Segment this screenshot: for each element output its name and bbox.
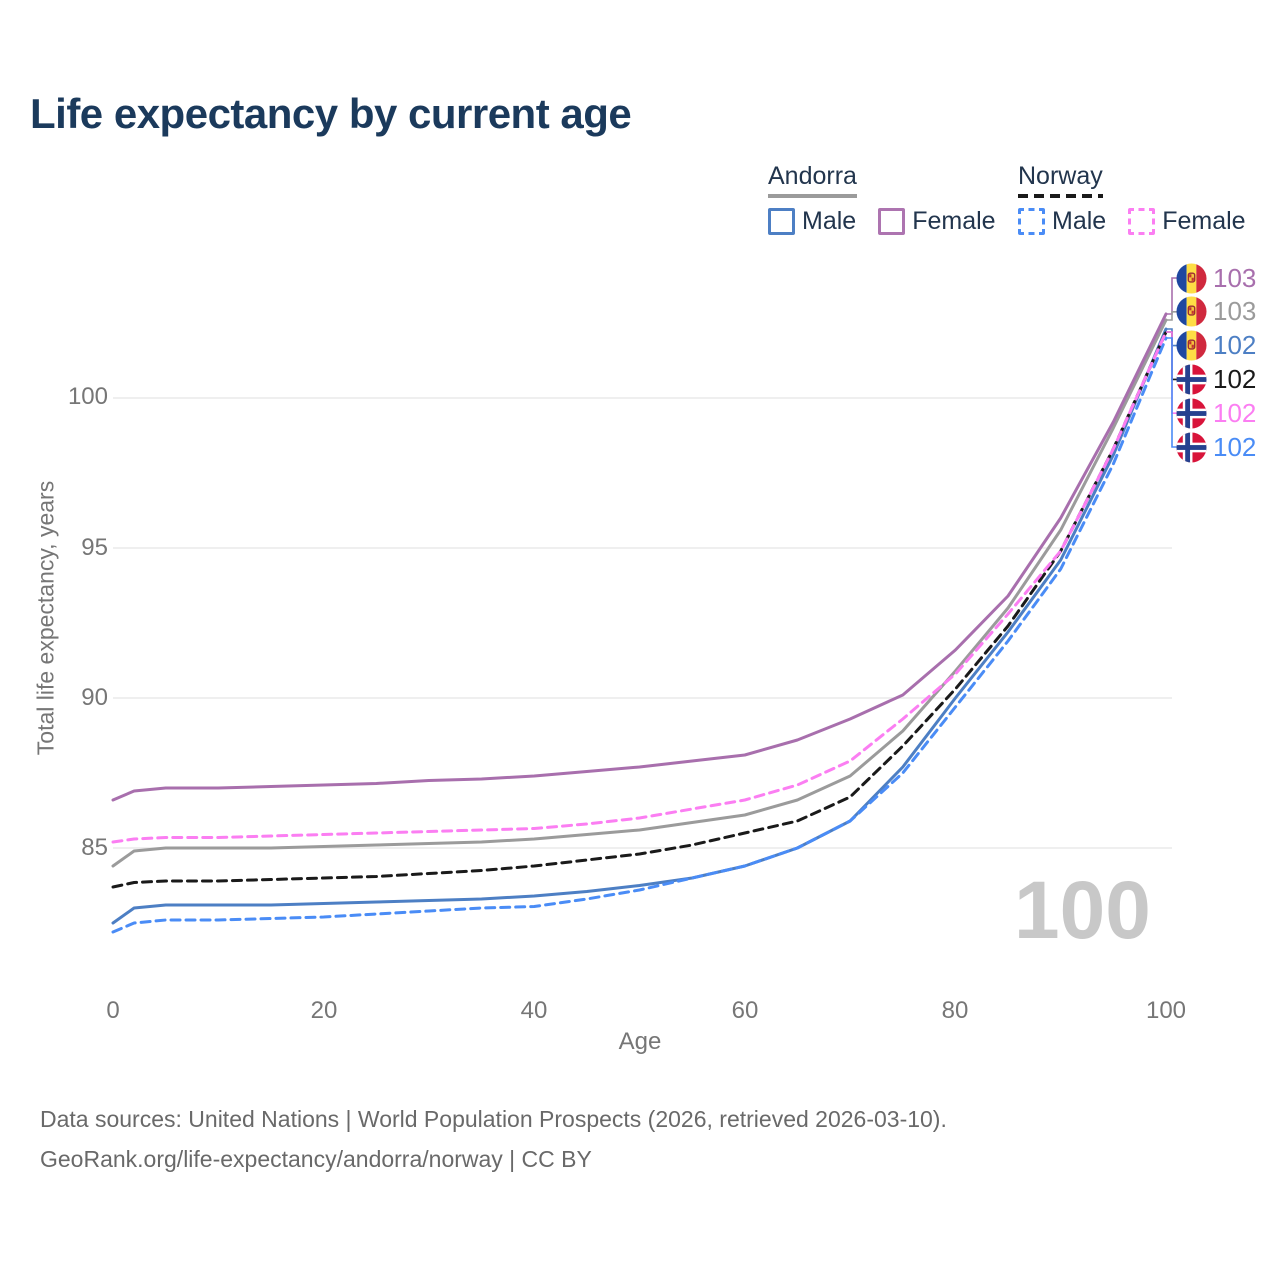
- y-tick: 90: [81, 684, 108, 711]
- legend-item-andorra-male[interactable]: Male: [768, 207, 856, 236]
- end-label-norway-male[interactable]: 102: [1176, 430, 1256, 464]
- end-label-andorra-female[interactable]: 103: [1176, 261, 1256, 295]
- y-tick: 85: [81, 834, 108, 861]
- legend-item-label: Male: [1052, 207, 1107, 235]
- end-value: 103: [1213, 262, 1257, 293]
- norway-flag-icon: [1176, 432, 1207, 463]
- norway-flag-icon: [1176, 364, 1207, 395]
- andorra-flag-icon: [1176, 296, 1207, 327]
- end-label-andorra-total[interactable]: 103: [1176, 295, 1256, 329]
- legend-country-andorra[interactable]: Andorra: [768, 162, 857, 198]
- legend-item-label: Male: [802, 207, 857, 235]
- x-tick: 0: [106, 997, 120, 1024]
- legend-group-andorra: Andorra Male Female: [768, 162, 1018, 236]
- end-label-norway-total[interactable]: 102: [1176, 362, 1256, 396]
- x-tick: 60: [731, 997, 759, 1024]
- norway-male-swatch: [1018, 208, 1045, 235]
- norway-flag-icon: [1176, 398, 1207, 429]
- x-tick: 80: [941, 997, 969, 1024]
- andorra-flag-icon: [1176, 263, 1207, 294]
- age-watermark: 100: [1014, 865, 1151, 956]
- legend-item-label: Female: [912, 207, 996, 235]
- andorra-male-swatch: [768, 208, 795, 235]
- attribution-text: GeoRank.org/life-expectancy/andorra/norw…: [40, 1146, 592, 1172]
- end-value: 102: [1213, 363, 1257, 394]
- y-tick: 95: [81, 534, 108, 561]
- y-tick: 100: [67, 383, 108, 410]
- end-label-andorra-male[interactable]: 102: [1176, 329, 1256, 363]
- x-tick: 20: [310, 997, 338, 1024]
- end-value: 102: [1213, 330, 1257, 361]
- end-value: 102: [1213, 397, 1257, 428]
- andorra-line-swatch: [768, 194, 857, 198]
- legend-item-label: Female: [1162, 207, 1246, 235]
- legend-group-norway: Norway Male Female: [1018, 162, 1268, 236]
- x-tick: 40: [520, 997, 548, 1024]
- end-value: 103: [1213, 296, 1257, 327]
- legend-country-label: Andorra: [768, 162, 857, 190]
- end-value: 102: [1213, 431, 1257, 462]
- andorra-female-swatch: [878, 208, 906, 235]
- x-tick: 100: [1145, 997, 1187, 1024]
- end-label-norway-female[interactable]: 102: [1176, 396, 1256, 430]
- legend-country-label: Norway: [1018, 162, 1103, 190]
- andorra-flag-icon: [1176, 330, 1207, 361]
- legend-item-andorra-female[interactable]: Female: [878, 207, 996, 236]
- norway-line-swatch: [1018, 194, 1103, 198]
- y-axis-title: Total life expectancy, years: [32, 480, 59, 756]
- x-axis-title: Age: [618, 1028, 662, 1055]
- legend-item-norway-male[interactable]: Male: [1018, 207, 1106, 236]
- data-sources-text: Data sources: United Nations | World Pop…: [40, 1106, 947, 1132]
- norway-female-swatch: [1128, 208, 1156, 235]
- legend-item-norway-female[interactable]: Female: [1128, 207, 1246, 236]
- legend-country-norway[interactable]: Norway: [1018, 162, 1103, 198]
- chart-title: Life expectancy by current age: [30, 90, 632, 137]
